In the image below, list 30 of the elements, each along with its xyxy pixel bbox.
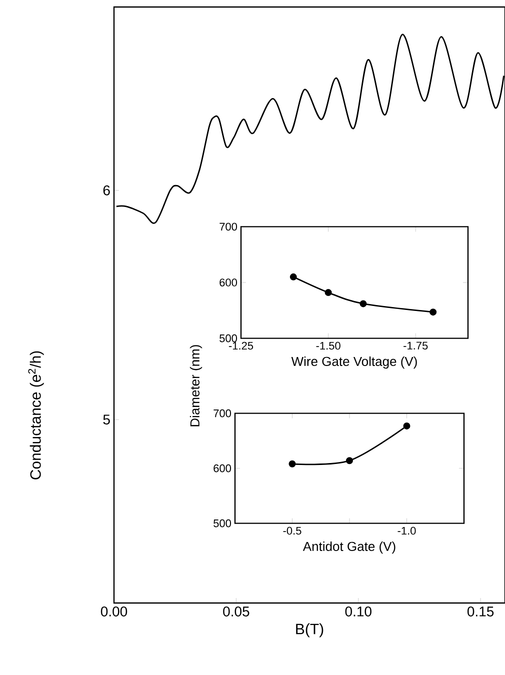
point	[403, 422, 410, 430]
x-tick-label: -1.50	[316, 342, 340, 350]
y-tick-label: 500	[214, 519, 232, 528]
x-tick-label: -1.75	[404, 342, 428, 350]
point	[346, 457, 353, 464]
x-tick-label: 0.15	[467, 606, 494, 616]
point	[290, 273, 297, 280]
y-axis-title: Conductance (e$^{2}$/h)	[28, 351, 44, 480]
point	[360, 300, 367, 308]
x-tick-label: 0.05	[223, 606, 250, 616]
line-series	[116, 34, 504, 224]
x-tick-label: -1.25	[228, 342, 254, 350]
point	[324, 289, 332, 296]
y-axis-title: Diameter (nm)	[190, 345, 202, 426]
y-tick-label: 6	[103, 185, 110, 196]
y-tick-label: 500	[220, 334, 238, 342]
x-axis-title: B(T)	[296, 623, 324, 638]
x-tick-label: 0.10	[345, 606, 372, 616]
y-tick-label: 600	[214, 464, 232, 472]
point	[288, 460, 296, 468]
y-tick-label: 600	[220, 278, 238, 286]
y-tick-label: 700	[214, 409, 232, 418]
y-tick-label: 700	[220, 222, 238, 231]
x-tick-label: -0.5	[283, 526, 302, 535]
x-tick-label: -1.0	[398, 526, 416, 535]
x-tick-label: 0.00	[100, 606, 128, 616]
point	[430, 308, 437, 316]
x-axis-title: Wire Gate Voltage (V)	[291, 356, 417, 369]
y-tick-label: 5	[103, 414, 110, 424]
x-axis-title: Antidot Gate (V)	[302, 541, 396, 554]
